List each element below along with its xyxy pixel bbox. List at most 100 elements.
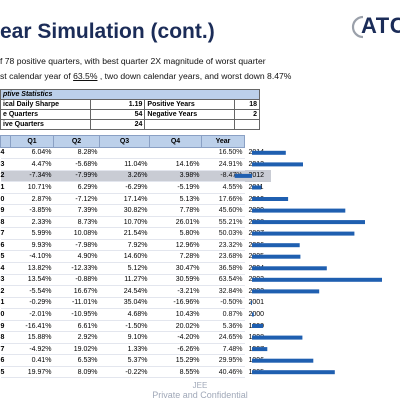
- q1-cell: 5.99%: [10, 227, 54, 240]
- q4-cell: -4.20%: [149, 331, 202, 344]
- q3-cell: 14.60%: [99, 250, 150, 263]
- year-return-cell: 63.54%: [201, 274, 245, 287]
- table-row: 5 19.97% 8.09% -0.22% 8.55% 40.46% 1995: [0, 366, 271, 379]
- table-row: 3 4.47% -5.68% 11.04% 14.16% 24.91% 2013: [0, 158, 271, 171]
- footer-confidential: Private and Confidential: [152, 390, 248, 400]
- q4-cell: 26.01%: [149, 216, 202, 229]
- year-return-cell: 23.68%: [201, 250, 245, 263]
- table-row: 7 5.99% 10.08% 21.54% 5.80% 50.03% 2007: [0, 227, 271, 240]
- year-return-cell: 40.46%: [201, 366, 245, 379]
- year-label: 2010: [248, 195, 265, 203]
- q4-cell: 30.47%: [149, 262, 202, 275]
- descriptive-statistics-table: ptive Statistics ical Daily Sharpe 1.19 …: [0, 89, 260, 130]
- stat-value: 2: [234, 109, 260, 120]
- q3-cell: -6.29%: [99, 181, 150, 194]
- stats-row: ive Quarters 24: [0, 119, 260, 130]
- q2-cell: 4.90%: [53, 250, 100, 263]
- year-label: 2009: [248, 207, 265, 215]
- year-label: 2007: [248, 230, 265, 238]
- q1-cell: 13.54%: [10, 274, 54, 287]
- year-label: 2011: [248, 183, 264, 191]
- column-header: Q1: [10, 135, 54, 148]
- q3-cell: 9.10%: [99, 331, 150, 344]
- stats-row: ical Daily Sharpe 1.19 Positive Years 18: [0, 99, 260, 110]
- year-return-cell: 55.21%: [201, 216, 245, 229]
- year-label: 2012: [244, 170, 271, 182]
- q4-cell: -3.21%: [149, 285, 202, 298]
- table-row: 1 -0.29% -11.01% 35.04% -16.96% -0.50% 2001: [0, 297, 271, 310]
- q3-cell: -0.22%: [99, 366, 150, 379]
- q3-cell: 10.70%: [99, 216, 150, 229]
- q1-cell: -4.92%: [10, 343, 54, 356]
- table-row: 5 -4.10% 4.90% 14.60% 7.28% 23.68% 2005: [0, 250, 271, 263]
- row-label: 0: [0, 308, 11, 321]
- row-label: 0: [0, 193, 11, 206]
- q1-cell: -2.01%: [10, 308, 54, 321]
- stats-header: ptive Statistics: [0, 89, 260, 100]
- column-header: Q3: [99, 135, 150, 148]
- q1-cell: -16.41%: [10, 320, 54, 333]
- q2-cell: 2.92%: [53, 331, 100, 344]
- q4-cell: 12.96%: [149, 239, 202, 252]
- q2-cell: 19.02%: [53, 343, 100, 356]
- q1-cell: -4.10%: [10, 250, 54, 263]
- q2-cell: 6.53%: [53, 354, 100, 367]
- year-label: 2006: [248, 241, 265, 249]
- column-header: Q2: [53, 135, 100, 148]
- q4-cell: 30.59%: [149, 274, 202, 287]
- stat-value: 18: [234, 99, 260, 110]
- row-label: 1: [0, 297, 11, 310]
- q4-cell: 15.29%: [149, 354, 202, 367]
- row-label: 2: [0, 285, 11, 298]
- q1-cell: -0.29%: [10, 297, 54, 310]
- q4-cell: -16.96%: [149, 297, 202, 310]
- year-return-cell: 24.91%: [201, 158, 245, 171]
- q4-cell: 7.28%: [149, 250, 202, 263]
- q3-cell: 4.68%: [99, 308, 150, 321]
- stat-label: [144, 119, 236, 130]
- column-header: Year: [201, 135, 245, 148]
- year-return-cell: 5.36%: [201, 320, 245, 333]
- bar-2003: [252, 277, 382, 282]
- q1-cell: 19.97%: [10, 366, 54, 379]
- year-return-cell: 45.60%: [201, 204, 245, 217]
- year-return-cell: 4.55%: [201, 181, 245, 194]
- stat-label: Negative Years: [144, 109, 236, 120]
- year-label: 2013: [248, 160, 265, 168]
- year-return-cell: 16.50%: [201, 147, 245, 160]
- row-label: 9: [0, 204, 11, 217]
- summary-bullet-2: st calendar year of 63.5% , two down cal…: [0, 71, 292, 81]
- year-return-cell: -8.47%: [201, 170, 245, 183]
- table-row: 9 -16.41% 6.61% -1.50% 20.02% 5.36% 1999: [0, 320, 271, 333]
- q3-cell: [99, 147, 150, 160]
- q1-cell: 6.04%: [10, 147, 54, 160]
- q2-cell: 10.08%: [53, 227, 100, 240]
- q1-cell: -3.85%: [10, 204, 54, 217]
- q4-cell: 10.43%: [149, 308, 202, 321]
- table-row: 6 0.41% 6.53% 5.37% 15.29% 29.95% 1996: [0, 354, 271, 367]
- year-label-header: [245, 136, 271, 148]
- q3-cell: 7.92%: [99, 239, 150, 252]
- year-return-cell: 7.48%: [201, 343, 245, 356]
- year-label: 2001: [248, 299, 265, 307]
- column-header: [0, 135, 11, 148]
- year-label: 1999: [248, 322, 265, 330]
- stat-label: ical Daily Sharpe: [0, 99, 91, 110]
- q2-cell: 8.28%: [53, 147, 100, 160]
- q1-cell: 13.82%: [10, 262, 54, 275]
- q4-cell: 3.98%: [149, 170, 202, 183]
- table-row: 4 6.04% 8.28% 16.50% 2014: [0, 147, 271, 160]
- footer-code: JEE: [192, 381, 208, 390]
- q3-cell: 5.37%: [99, 354, 150, 367]
- year-label: 2005: [248, 253, 265, 261]
- stat-value: 24: [89, 119, 146, 130]
- row-label: 8: [0, 216, 11, 229]
- year-label: 2002: [248, 287, 265, 295]
- table-row: 6 9.93% -7.98% 7.92% 12.96% 23.32% 2006: [0, 239, 271, 252]
- row-label: 8: [0, 331, 11, 344]
- row-label: 7: [0, 227, 11, 240]
- row-label: 5: [0, 366, 11, 379]
- q3-cell: 35.04%: [99, 297, 150, 310]
- q3-cell: 17.14%: [99, 193, 150, 206]
- q4-cell: -6.26%: [149, 343, 202, 356]
